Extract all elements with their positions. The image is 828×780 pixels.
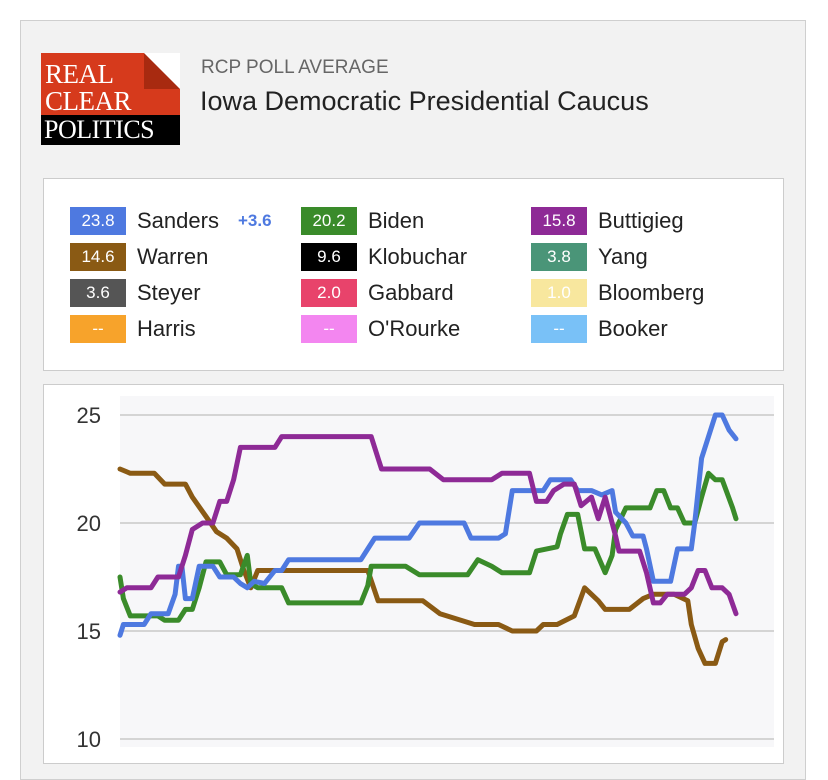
y-tick-label: 10 — [77, 727, 101, 747]
legend-value-gabbard: 2.0 — [301, 279, 357, 307]
legend-value-orourke: -- — [301, 315, 357, 343]
legend-item-harris[interactable]: -- Harris — [70, 315, 290, 343]
logo-line-3: POLITICS — [41, 115, 180, 145]
legend-change-sanders: +3.6 — [238, 211, 272, 230]
legend-value-buttigieg: 15.8 — [531, 207, 587, 235]
legend-name-biden: Biden — [368, 208, 425, 233]
legend-value-warren: 14.6 — [70, 243, 126, 271]
series-line-sanders[interactable] — [117, 412, 739, 638]
legend-name-sanders: Sanders — [137, 208, 219, 233]
logo-line-2: CLEAR — [45, 86, 132, 116]
legend-value-booker: -- — [531, 315, 587, 343]
legend-item-klobuchar[interactable]: 9.6 Klobuchar — [301, 243, 521, 271]
legend-name-klobuchar: Klobuchar — [368, 244, 468, 269]
logo-line-1: REAL — [45, 59, 114, 89]
legend-name-bloomberg: Bloomberg — [598, 280, 705, 305]
poll-average-label: RCP POLL AVERAGE — [201, 57, 389, 78]
candidate-legend: 23.8 Sanders +3.6 20.2 Biden 15.8 Buttig… — [43, 178, 784, 371]
legend-value-steyer: 3.6 — [70, 279, 126, 307]
legend-item-biden[interactable]: 20.2 Biden — [301, 207, 521, 235]
legend-value-harris: -- — [70, 315, 126, 343]
legend-item-booker[interactable]: -- Booker — [531, 315, 751, 343]
legend-name-steyer: Steyer — [137, 280, 201, 305]
legend-item-bloomberg[interactable]: 1.0 Bloomberg — [531, 279, 751, 307]
legend-item-sanders[interactable]: 23.8 Sanders +3.6 — [70, 207, 300, 235]
legend-value-biden: 20.2 — [301, 207, 357, 235]
series-line-buttigieg[interactable] — [117, 434, 739, 617]
legend-value-yang: 3.8 — [531, 243, 587, 271]
legend-item-steyer[interactable]: 3.6 Steyer — [70, 279, 290, 307]
legend-value-bloomberg: 1.0 — [531, 279, 587, 307]
legend-name-warren: Warren — [137, 244, 209, 269]
legend-name-gabbard: Gabbard — [368, 280, 454, 305]
legend-name-buttigieg: Buttigieg — [598, 208, 684, 233]
legend-item-orourke[interactable]: -- O'Rourke — [301, 315, 521, 343]
legend-item-gabbard[interactable]: 2.0 Gabbard — [301, 279, 521, 307]
legend-item-yang[interactable]: 3.8 Yang — [531, 243, 751, 271]
rcp-logo[interactable]: REAL CLEAR POLITICS — [41, 53, 180, 145]
legend-value-klobuchar: 9.6 — [301, 243, 357, 271]
y-tick-label: 15 — [77, 619, 101, 644]
plot-area — [120, 396, 774, 747]
series-line-biden[interactable] — [117, 470, 739, 623]
poll-line-chart: 25 20 15 10 — [76, 396, 774, 747]
legend-name-orourke: O'Rourke — [368, 316, 461, 341]
y-tick-label: 25 — [77, 403, 101, 428]
logo-page-fold — [144, 53, 180, 89]
legend-name-harris: Harris — [137, 316, 196, 341]
y-tick-label: 20 — [77, 511, 101, 536]
legend-item-buttigieg[interactable]: 15.8 Buttigieg — [531, 207, 751, 235]
legend-value-sanders: 23.8 — [70, 207, 126, 235]
legend-name-booker: Booker — [598, 316, 668, 341]
series-line-warren[interactable] — [117, 466, 729, 666]
legend-name-yang: Yang — [598, 244, 648, 269]
page-title: Iowa Democratic Presidential Caucus — [200, 86, 649, 116]
legend-item-warren[interactable]: 14.6 Warren — [70, 243, 290, 271]
